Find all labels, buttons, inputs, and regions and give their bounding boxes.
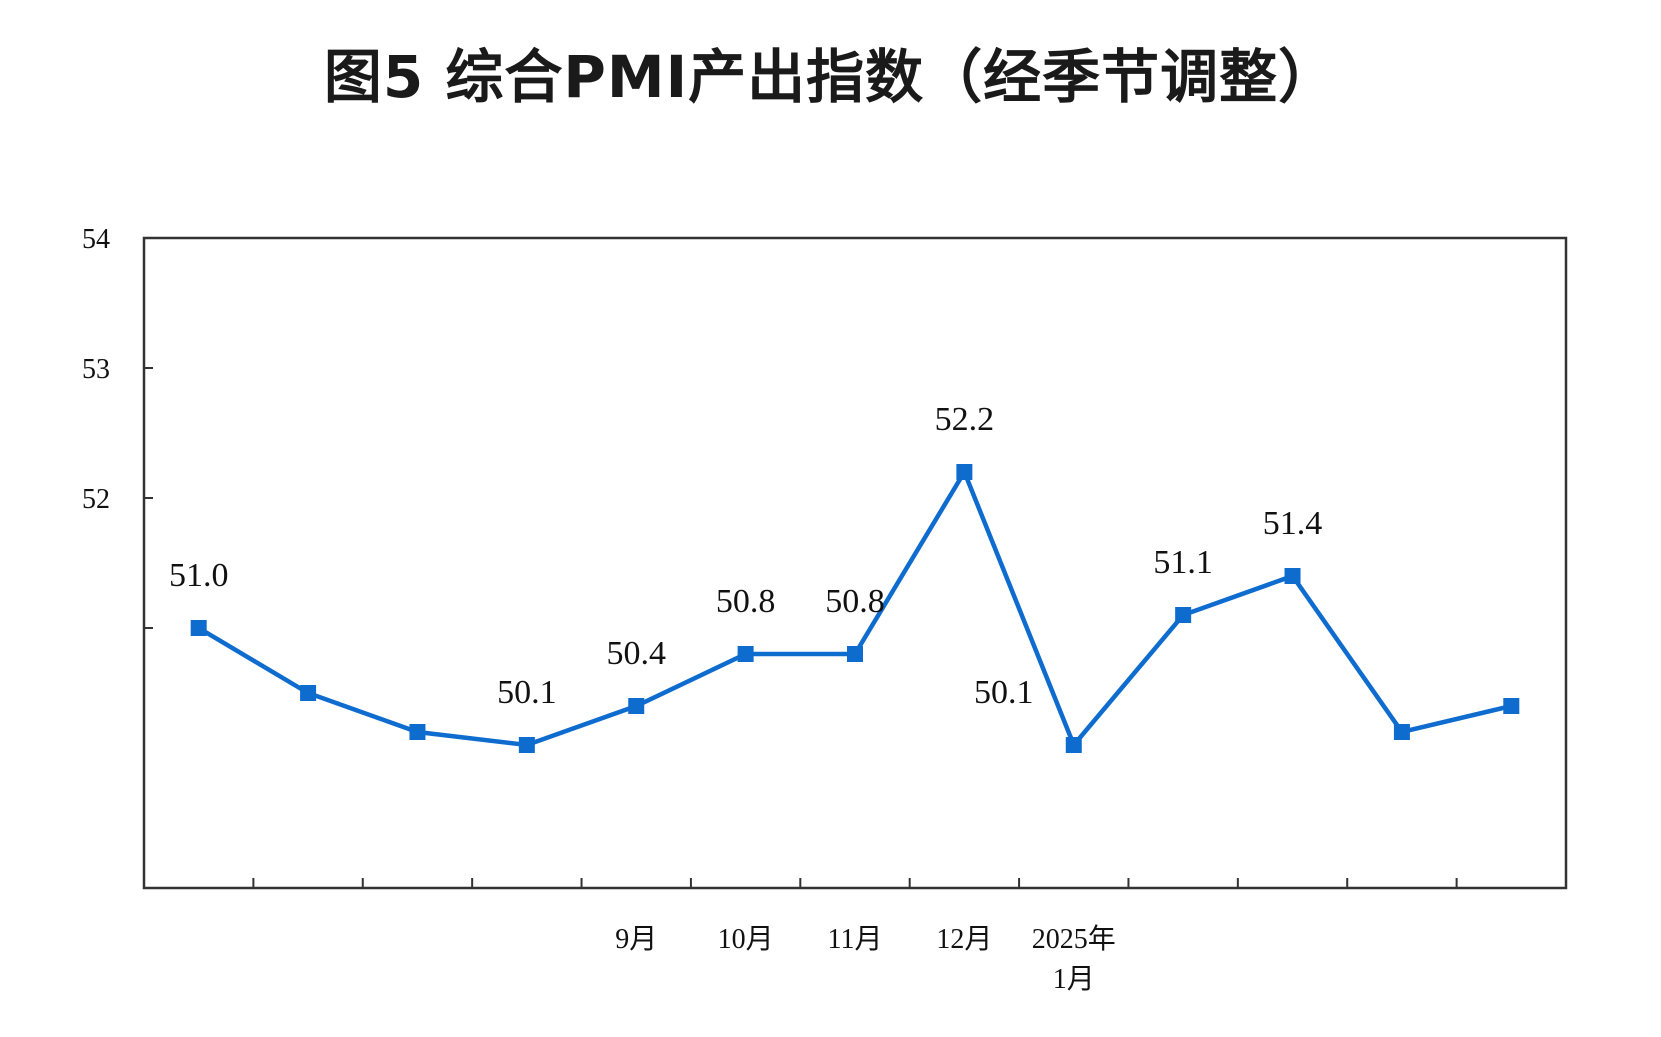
- data-label: 51.1: [1153, 544, 1213, 581]
- data-point: [1065, 737, 1082, 753]
- data-point: [628, 698, 645, 714]
- data-point: [1393, 724, 1410, 740]
- data-label: 50.8: [716, 583, 776, 620]
- x-tick-label: 11月: [828, 924, 883, 955]
- axes: 54 53 52 9月 10月 11月 12月 2025年 1月: [82, 224, 1568, 995]
- data-label: 52.2: [935, 401, 995, 438]
- data-label: 50.1: [497, 674, 557, 711]
- data-label: 51.4: [1263, 505, 1323, 542]
- data-point: [409, 724, 426, 740]
- data-labels: 51.0 50.1 50.4 50.8 50.8 52.2 50.1 51.1 51.4: [169, 401, 1322, 711]
- data-label: 50.8: [825, 583, 885, 620]
- data-point: [518, 737, 535, 753]
- data-point: [956, 464, 973, 480]
- data-label: 50.4: [606, 635, 666, 672]
- data-point: [1175, 607, 1192, 623]
- data-point: [737, 646, 754, 662]
- y-tick-label: 53: [82, 354, 110, 385]
- data-label: 50.1: [974, 674, 1034, 711]
- data-point: [1284, 568, 1301, 584]
- y-tick-label: 52: [82, 484, 110, 515]
- series: [190, 464, 1520, 753]
- x-tick-label: 12月: [936, 924, 992, 955]
- y-tick-label: 54: [82, 224, 110, 255]
- data-point: [190, 620, 207, 636]
- plot-frame: [142, 236, 1568, 890]
- x-tick-label: 9月: [615, 924, 657, 955]
- chart-title: 图5 综合PMI产出指数（经季节调整）: [323, 43, 1338, 111]
- data-point: [300, 685, 317, 701]
- data-label: 51.0: [169, 557, 229, 594]
- data-point: [847, 646, 863, 662]
- x-tick-label: 10月: [718, 924, 774, 955]
- x-tick-label: 2025年 1月: [1032, 923, 1116, 995]
- data-point: [1503, 698, 1520, 714]
